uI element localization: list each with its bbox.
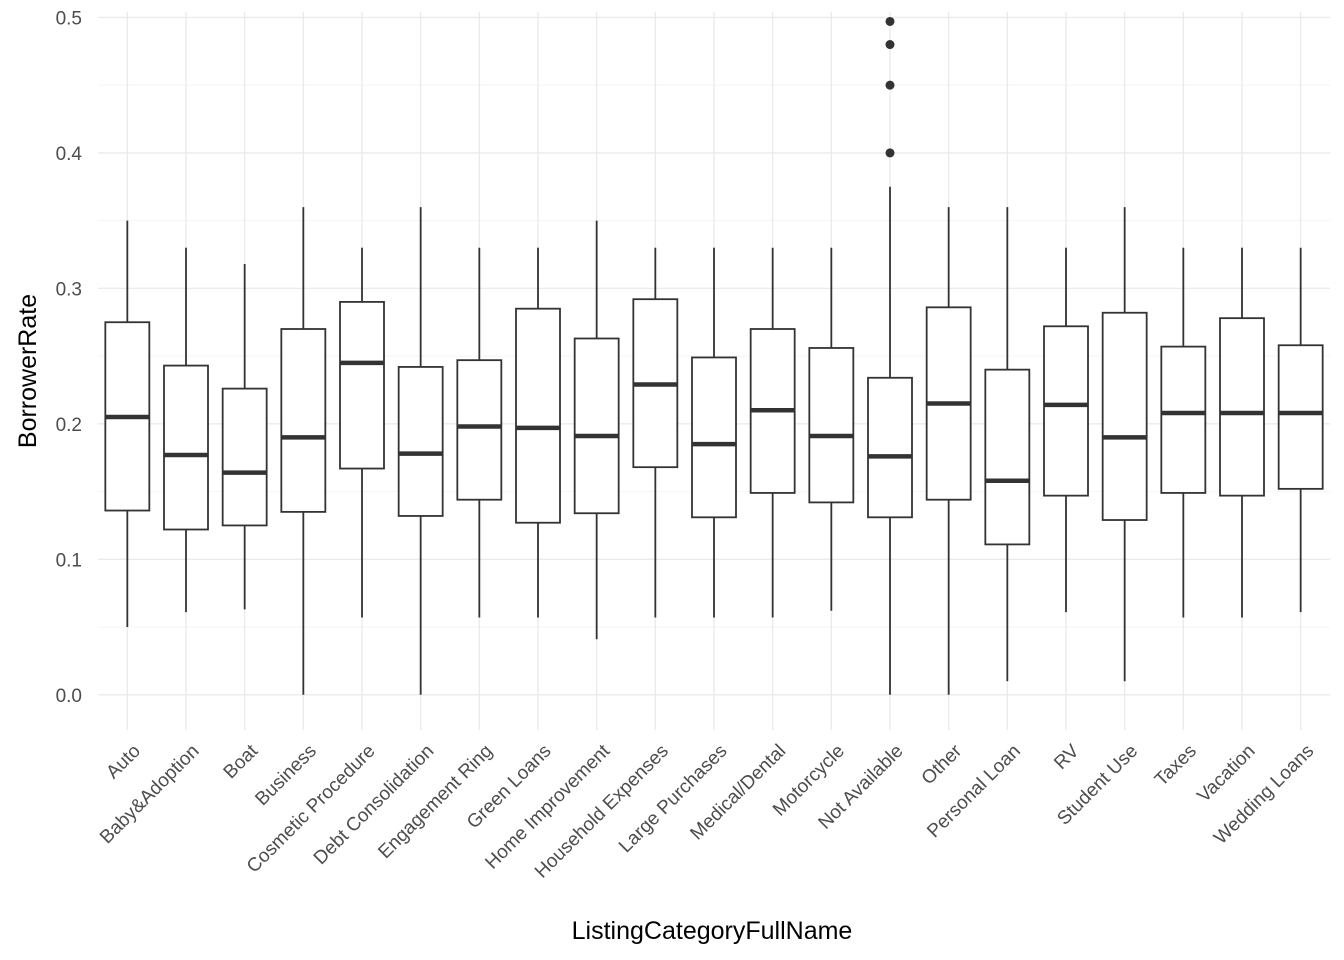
box-group: [280, 207, 327, 695]
box-group: [104, 220, 151, 628]
y-tick-label: 0.5: [56, 8, 82, 29]
box-iqr: [573, 337, 620, 515]
box-iqr: [984, 368, 1031, 546]
box-group: [339, 247, 385, 618]
box-iqr: [1277, 344, 1324, 490]
y-tick-label: 0.1: [56, 550, 82, 571]
box-group: [867, 16, 913, 695]
box-group: [163, 247, 209, 613]
box-iqr: [1160, 345, 1207, 494]
box-group: [749, 247, 796, 618]
box-group: [573, 220, 620, 640]
box-group: [1277, 247, 1324, 613]
box-iqr: [1043, 325, 1089, 497]
y-axis-title: BorrowerRate: [14, 294, 42, 448]
box-iqr: [339, 301, 385, 470]
box-group: [515, 247, 561, 618]
box-iqr: [221, 387, 268, 527]
box-iqr: [280, 328, 327, 513]
y-tick-label: 0.0: [56, 686, 82, 707]
box-group: [1219, 247, 1265, 618]
box-iqr: [1101, 311, 1148, 521]
box-group: [456, 247, 503, 618]
outlier-point: [885, 80, 895, 90]
box-group: [397, 207, 444, 695]
box-iqr: [808, 347, 855, 504]
box-iqr: [867, 376, 913, 519]
outlier-point: [885, 148, 895, 158]
x-tick-label: Taxes: [1151, 741, 1201, 791]
y-tick-label: 0.2: [56, 415, 82, 436]
outlier-point: [885, 40, 895, 50]
box-iqr: [163, 364, 209, 531]
x-tick-label: Boat: [220, 740, 263, 783]
y-axis-tick-labels: 0.0 0.1 0.2 0.3 0.4 0.5: [56, 8, 83, 706]
box-iqr: [397, 366, 444, 517]
x-tick-label: Other: [918, 740, 967, 789]
box-group: [1160, 247, 1207, 618]
box-iqr: [456, 359, 503, 501]
x-tick-label: RV: [1050, 740, 1084, 774]
x-axis-title: ListingCategoryFullName: [572, 917, 853, 945]
box-iqr: [1219, 317, 1265, 497]
box-iqr: [515, 307, 561, 524]
y-tick-label: 0.4: [56, 144, 83, 165]
box-iqr: [691, 356, 737, 519]
y-tick-label: 0.3: [56, 279, 82, 300]
box-group: [1043, 247, 1089, 613]
x-tick-label: Auto: [102, 741, 144, 783]
box-group: [691, 247, 737, 618]
box-group: [984, 207, 1031, 682]
box-group: [221, 263, 268, 610]
x-tick-label: Wedding Loans: [1210, 741, 1318, 849]
x-tick-label: Large Purchases: [615, 741, 731, 857]
box-group: [632, 247, 679, 618]
outlier-point: [885, 16, 895, 26]
x-tick-label: Baby&Adoption: [96, 741, 203, 848]
box-group: [808, 247, 855, 611]
box-group: [925, 207, 972, 695]
boxes: [104, 16, 1324, 695]
box-group: [1101, 207, 1148, 682]
